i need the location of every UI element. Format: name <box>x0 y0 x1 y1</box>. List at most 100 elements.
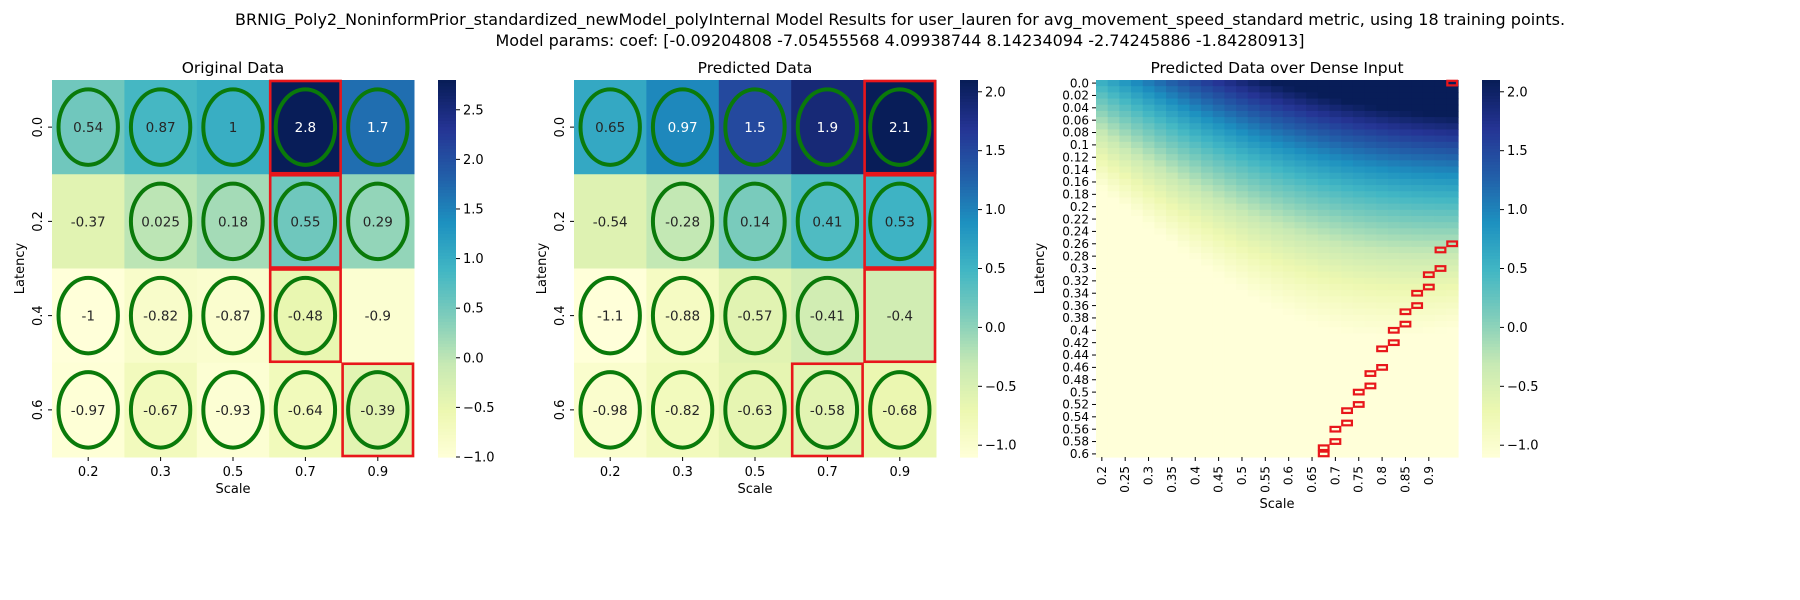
dense-cell <box>1201 364 1214 372</box>
dense-cell <box>1317 450 1331 458</box>
dense-cell <box>1317 185 1331 192</box>
dense-cell <box>1446 253 1459 260</box>
dense-cell <box>1364 253 1377 260</box>
dense-cell <box>1096 240 1109 248</box>
colorbar-swatch <box>1482 240 1500 244</box>
dense-cell <box>1376 92 1389 100</box>
dense-cell <box>1107 376 1120 384</box>
dense-cell <box>1399 277 1412 285</box>
dense-cell <box>1306 172 1319 180</box>
dense-cell <box>1271 382 1284 390</box>
boundary-box <box>1422 271 1435 279</box>
dense-cell <box>1259 296 1272 304</box>
dense-cell <box>1212 308 1226 316</box>
colorbar-swatch <box>960 92 978 97</box>
dense-cell <box>1329 426 1342 433</box>
dense-cell <box>1352 339 1366 347</box>
dense-cell <box>1096 92 1109 100</box>
dense-cell <box>1364 129 1377 137</box>
dense-cell <box>1201 370 1214 378</box>
dense-cell <box>1131 166 1144 174</box>
dense-cell <box>1434 339 1447 347</box>
colorbar-swatch <box>1482 372 1500 376</box>
dense-cell <box>1422 135 1436 143</box>
dense-cell <box>1282 382 1296 390</box>
dense-cell <box>1201 345 1214 353</box>
dense-cell <box>1422 203 1436 211</box>
dense-cell <box>1177 277 1191 285</box>
y-tick-label: 0.18 <box>1062 188 1089 202</box>
dense-cell <box>1119 222 1132 229</box>
dense-cell <box>1177 123 1191 131</box>
dense-cell <box>1259 358 1272 365</box>
dense-cell <box>1411 203 1424 211</box>
dense-cell <box>1282 296 1296 304</box>
dense-cell <box>1236 215 1249 223</box>
heatmap-cell <box>718 174 792 269</box>
dense-cell <box>1317 290 1331 297</box>
dense-cell <box>1352 314 1366 322</box>
dense-cell <box>1131 413 1144 421</box>
dense-cell <box>1154 333 1167 341</box>
dense-cell <box>1142 302 1155 310</box>
dense-cell <box>1236 240 1249 248</box>
dense-cell <box>1096 110 1109 118</box>
dense-cell <box>1142 92 1155 100</box>
dense-cell <box>1107 426 1120 433</box>
cell-value-label: -0.54 <box>593 214 628 230</box>
dense-cell <box>1271 92 1284 100</box>
dense-cell <box>1294 259 1307 267</box>
dense-cell <box>1294 401 1307 409</box>
dense-cell <box>1446 123 1459 131</box>
dense-cell <box>1189 154 1202 161</box>
dense-cell <box>1294 321 1307 328</box>
cell-value-label: -0.63 <box>738 403 773 419</box>
dense-cell <box>1376 426 1389 433</box>
dense-cell <box>1446 401 1459 409</box>
dense-cell <box>1224 203 1237 211</box>
dense-cell <box>1142 370 1155 378</box>
dense-cell <box>1411 333 1424 341</box>
boundary-box <box>1411 302 1424 309</box>
colorbar-swatch <box>1482 447 1500 452</box>
dense-cell <box>1142 253 1155 260</box>
dense-cell <box>1259 370 1272 378</box>
dense-cell <box>1107 178 1120 186</box>
dense-cell <box>1189 222 1202 229</box>
dense-cell <box>1399 450 1412 458</box>
dense-cell <box>1107 389 1120 396</box>
dense-cell <box>1154 123 1167 131</box>
dense-cell <box>1259 407 1272 415</box>
dense-cell <box>1236 426 1249 433</box>
dense-cell <box>1201 123 1214 131</box>
dense-cell <box>1166 246 1179 254</box>
dense-cell <box>1119 302 1132 310</box>
dense-cell <box>1236 80 1249 87</box>
dense-cell <box>1317 333 1331 341</box>
colorbar-swatch <box>960 353 978 358</box>
dense-cell <box>1166 234 1179 242</box>
y-tick-label: 0.14 <box>1062 163 1089 177</box>
dense-cell <box>1201 86 1214 93</box>
dense-cell <box>1247 314 1261 322</box>
dense-cell <box>1224 419 1237 427</box>
colorbar-swatch <box>438 105 456 109</box>
dense-cell <box>1399 197 1412 205</box>
dense-cell <box>1271 283 1284 291</box>
dense-cell <box>1317 370 1331 378</box>
dense-cell <box>1259 185 1272 192</box>
dense-cell <box>1341 302 1354 310</box>
dense-cell <box>1107 345 1120 353</box>
dense-cell <box>1387 265 1401 273</box>
colorbar-swatch <box>1482 453 1500 458</box>
dense-cell <box>1259 129 1272 137</box>
heatmap-cell <box>269 268 343 364</box>
dense-cell <box>1364 426 1377 433</box>
dense-cell <box>1247 191 1261 199</box>
dense-cell <box>1259 283 1272 291</box>
dense-cell <box>1177 203 1191 211</box>
dense-cell <box>1376 358 1389 365</box>
boundary-box <box>1376 364 1389 371</box>
dense-cell <box>1201 228 1214 236</box>
dense-cell <box>1247 432 1261 440</box>
